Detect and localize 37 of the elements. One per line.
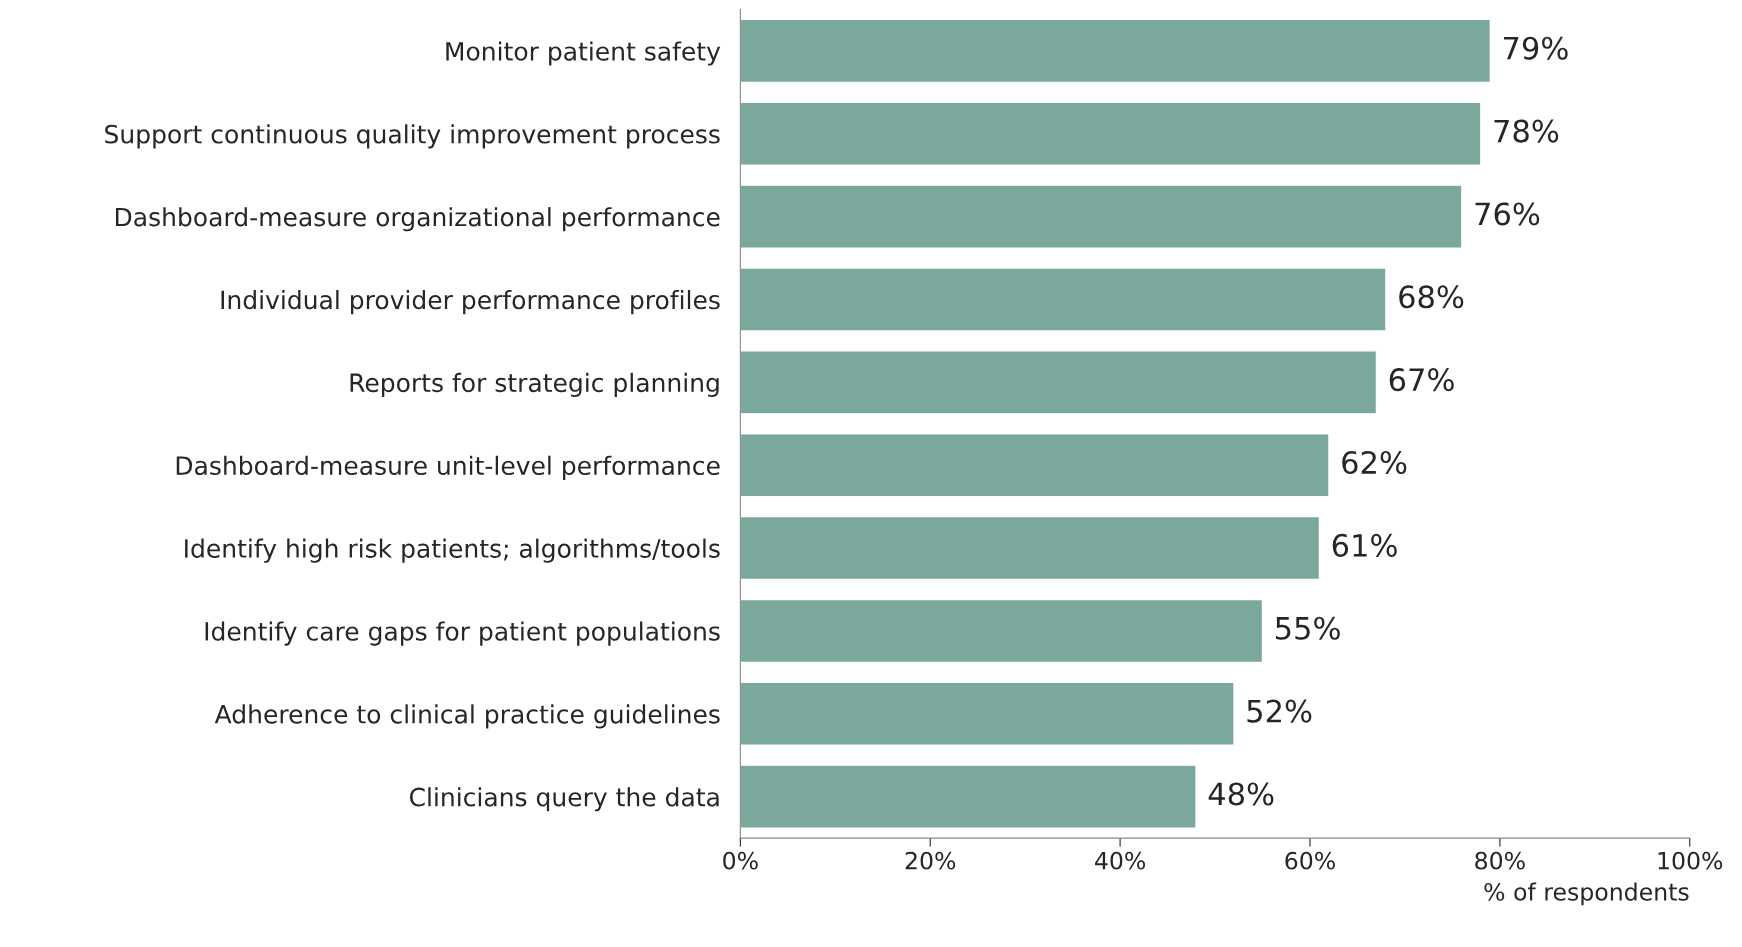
x-tick-label: 80% [1475, 851, 1525, 870]
bar [740, 267, 1387, 332]
y-tick-label: Individual provider performance profiles [221, 289, 720, 315]
data-label: 62% [1342, 450, 1407, 475]
bar [740, 764, 1197, 829]
y-tick-label: Dashboard-measure unit-level performance [176, 455, 720, 480]
y-tick-label: Reports for strategic planning [350, 372, 719, 398]
y-tick-label: Identify high risk patients; algorithms/tools [185, 538, 720, 563]
y-tick-label: Identify care gaps for patient populations [205, 621, 720, 646]
data-label: 67% [1389, 368, 1454, 392]
bar [740, 515, 1321, 581]
bar [740, 598, 1264, 664]
x-tick-label: 60% [1285, 851, 1335, 870]
bar [740, 433, 1330, 498]
data-label: 48% [1208, 782, 1274, 806]
y-tick-label: Adherence to clinical practice guidelines [214, 704, 720, 729]
data-label: 52% [1247, 699, 1312, 723]
bar [740, 681, 1235, 746]
bar [740, 184, 1463, 249]
data-label: 61% [1332, 533, 1397, 557]
y-tick-label: Dashboard-measure organizational performance [115, 207, 720, 232]
data-label: 55% [1275, 616, 1340, 640]
x-tick-label: 20% [905, 851, 956, 870]
x-axis-title: % of respondents [1484, 882, 1689, 906]
x-tick-label: 40% [1095, 851, 1146, 870]
y-tick-label: Support continuous quality improvement process [105, 124, 720, 149]
y-tick-label: Clinicians query the data [409, 787, 719, 812]
data-label: 78% [1494, 119, 1559, 143]
data-label: 76% [1475, 202, 1540, 226]
data-label: 68% [1399, 285, 1464, 309]
data-label: 79% [1503, 36, 1568, 60]
bar [740, 350, 1378, 415]
x-tick-label: 0% [723, 851, 758, 870]
bar [740, 101, 1482, 166]
y-tick-label: Monitor patient safety [446, 41, 721, 66]
bar [740, 18, 1492, 84]
x-tick-label: 100% [1658, 851, 1723, 870]
